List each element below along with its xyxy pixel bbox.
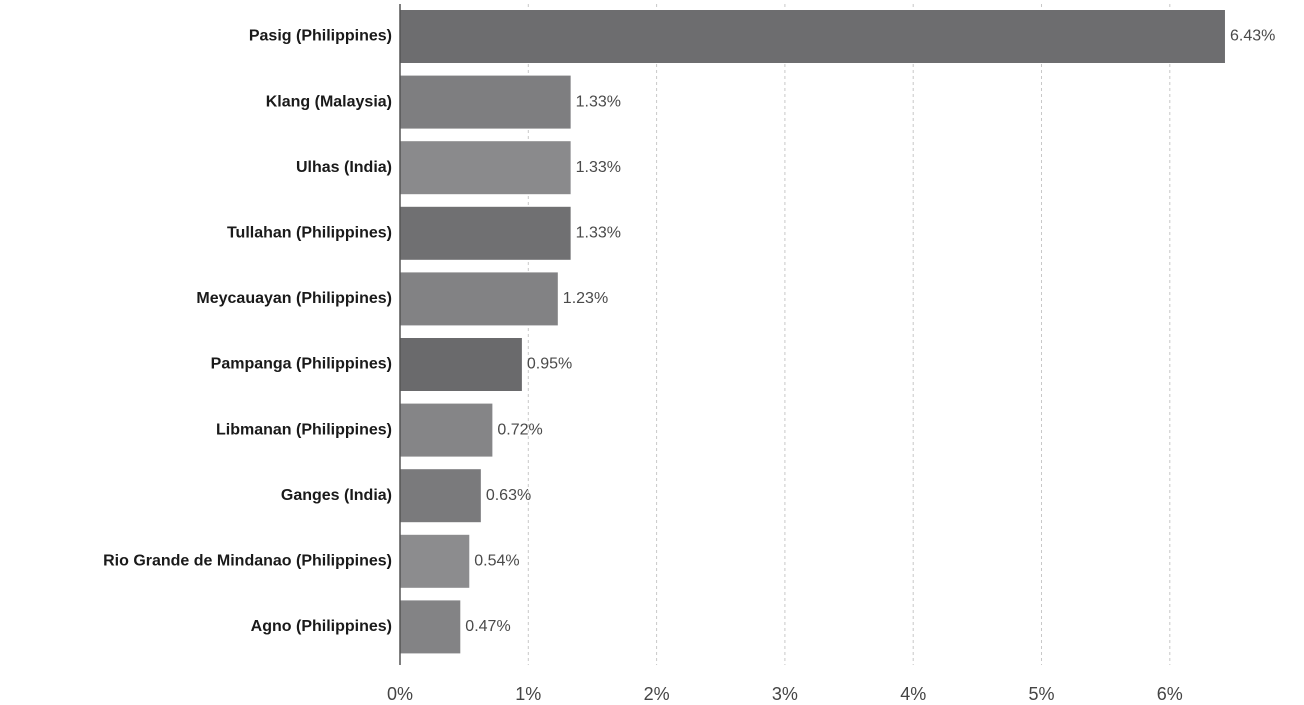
bar	[400, 272, 558, 326]
bar	[400, 10, 1225, 63]
value-label: 0.54%	[474, 553, 519, 570]
x-tick-label: 2%	[644, 684, 670, 704]
value-label: 0.72%	[497, 421, 542, 438]
bar	[400, 141, 571, 195]
bar	[400, 469, 481, 523]
category-label: Rio Grande de Mindanao (Philippines)	[103, 553, 392, 570]
x-tick-label: 1%	[515, 684, 541, 704]
value-label: 1.33%	[576, 93, 621, 110]
x-tick-label: 5%	[1028, 684, 1054, 704]
category-label: Ganges (India)	[281, 487, 392, 504]
label-layer: Pasig (Philippines) 6.43% Klang (Malaysia)…	[103, 28, 1275, 635]
value-label: 0.95%	[527, 356, 572, 373]
category-label: Meycauayan (Philippines)	[196, 290, 392, 307]
value-label: 0.63%	[486, 487, 531, 504]
bar	[400, 534, 470, 588]
category-label: Agno (Philippines)	[251, 618, 392, 635]
bar	[400, 403, 493, 457]
x-tick-label: 3%	[772, 684, 798, 704]
bar	[400, 206, 571, 260]
category-label: Pasig (Philippines)	[249, 28, 392, 45]
bar-layer	[400, 10, 1225, 654]
category-label: Ulhas (India)	[296, 159, 392, 176]
category-label: Pampanga (Philippines)	[211, 356, 392, 373]
bar	[400, 338, 522, 391]
value-label: 6.43%	[1230, 28, 1275, 45]
category-label: Tullahan (Philippines)	[227, 225, 392, 242]
x-tick-label: 4%	[900, 684, 926, 704]
grid-layer	[527, 4, 1171, 665]
category-label: Klang (Malaysia)	[266, 93, 392, 110]
value-label: 1.23%	[563, 290, 608, 307]
x-tick-label: 0%	[387, 684, 413, 704]
category-label: Libmanan (Philippines)	[216, 421, 392, 438]
value-label: 1.33%	[576, 225, 621, 242]
axis-layer: 0% 1% 2% 3% 4% 5% 6%	[387, 4, 1183, 704]
value-label: 0.47%	[465, 618, 510, 635]
bar	[400, 600, 461, 654]
value-label: 1.33%	[576, 159, 621, 176]
bar	[400, 75, 571, 129]
x-tick-label: 6%	[1157, 684, 1183, 704]
